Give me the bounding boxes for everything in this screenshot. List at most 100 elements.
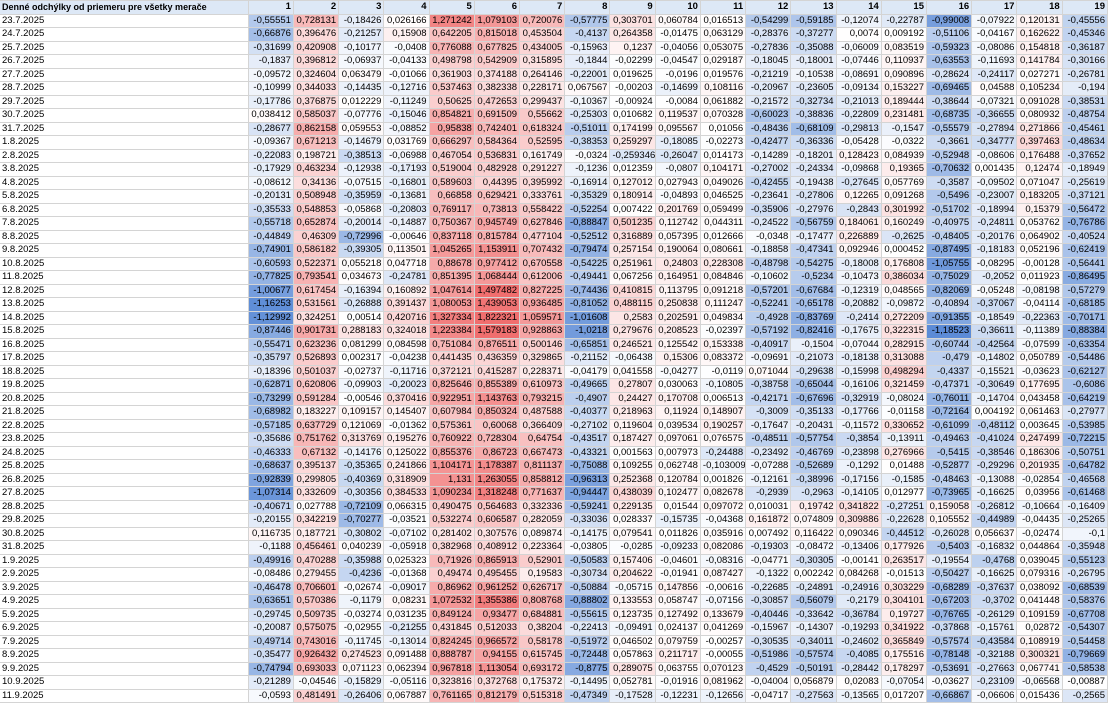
value-cell[interactable]: -0,87446 bbox=[248, 324, 294, 339]
value-cell[interactable]: -0,15521 bbox=[971, 365, 1018, 379]
value-cell[interactable]: 1,104171 bbox=[429, 459, 475, 474]
value-cell[interactable]: 0,012666 bbox=[700, 230, 747, 244]
value-cell[interactable]: -0,41024 bbox=[971, 432, 1018, 447]
value-cell[interactable]: 0,395992 bbox=[519, 176, 566, 190]
date-cell[interactable]: 13.8.2025 bbox=[0, 297, 249, 312]
value-cell[interactable]: 0,02872 bbox=[1016, 621, 1063, 636]
value-cell[interactable]: -0,26406 bbox=[338, 689, 385, 703]
value-cell[interactable]: -0,27645 bbox=[836, 176, 882, 190]
value-cell[interactable]: -0,02474 bbox=[1016, 527, 1063, 541]
value-cell[interactable]: -0,60744 bbox=[926, 338, 973, 352]
date-cell[interactable]: 4.9.2025 bbox=[0, 594, 249, 609]
value-cell[interactable]: -0,13406 bbox=[836, 540, 882, 555]
date-cell[interactable]: 10.9.2025 bbox=[0, 675, 249, 690]
value-cell[interactable]: 0,396476 bbox=[293, 27, 340, 42]
value-cell[interactable]: -0,34777 bbox=[971, 135, 1018, 150]
value-cell[interactable]: -0,18949 bbox=[1062, 162, 1108, 177]
value-cell[interactable]: -0,20014 bbox=[338, 216, 385, 231]
value-cell[interactable]: -0,30305 bbox=[790, 554, 837, 568]
value-cell[interactable]: -0,51106 bbox=[926, 27, 973, 42]
value-cell[interactable]: -0,16394 bbox=[338, 284, 385, 298]
value-cell[interactable]: -0,35329 bbox=[564, 189, 611, 204]
value-cell[interactable]: -0,34011 bbox=[790, 635, 837, 649]
value-cell[interactable]: 0,332336 bbox=[519, 500, 566, 514]
value-cell[interactable]: 0,000452 bbox=[881, 243, 928, 258]
value-cell[interactable]: 0,707432 bbox=[519, 243, 566, 258]
value-cell[interactable]: 0,109157 bbox=[338, 405, 385, 420]
value-cell[interactable]: 0,091218 bbox=[700, 284, 747, 298]
value-cell[interactable]: -0,25303 bbox=[564, 108, 611, 123]
value-cell[interactable]: 0,177926 bbox=[881, 540, 928, 555]
value-cell[interactable]: -1,0218 bbox=[564, 324, 611, 339]
value-cell[interactable]: -0,16832 bbox=[971, 540, 1018, 555]
value-cell[interactable]: 0,007492 bbox=[745, 527, 792, 541]
value-cell[interactable]: 0,043458 bbox=[1016, 392, 1063, 406]
date-cell[interactable]: 27.7.2025 bbox=[0, 68, 249, 82]
value-cell[interactable]: -0,04133 bbox=[383, 54, 430, 69]
value-cell[interactable]: 0,272209 bbox=[881, 311, 928, 325]
value-cell[interactable]: 0,071044 bbox=[745, 365, 792, 379]
value-cell[interactable]: -0,07599 bbox=[1016, 338, 1063, 352]
value-cell[interactable]: -0,10177 bbox=[338, 41, 385, 55]
value-cell[interactable]: -0,35088 bbox=[790, 41, 837, 55]
value-cell[interactable]: 0,183227 bbox=[293, 405, 340, 420]
value-cell[interactable]: -0,55579 bbox=[926, 122, 973, 136]
value-cell[interactable]: -0,21219 bbox=[745, 68, 792, 82]
value-cell[interactable]: -0,44989 bbox=[971, 513, 1018, 528]
value-cell[interactable]: -0,51972 bbox=[564, 635, 611, 649]
value-cell[interactable]: 0,24803 bbox=[655, 257, 701, 271]
value-cell[interactable]: -0,25619 bbox=[1062, 176, 1108, 190]
value-cell[interactable]: -0,35906 bbox=[745, 203, 792, 217]
value-cell[interactable]: 0,342219 bbox=[293, 513, 340, 528]
value-cell[interactable]: -0,03623 bbox=[1016, 365, 1063, 379]
value-cell[interactable]: -0,48511 bbox=[745, 432, 792, 447]
value-cell[interactable]: -0,03805 bbox=[564, 540, 611, 555]
value-cell[interactable]: -0,62419 bbox=[1062, 243, 1108, 258]
value-cell[interactable]: 0,88678 bbox=[429, 257, 475, 271]
value-cell[interactable]: 0,061882 bbox=[700, 95, 747, 109]
value-cell[interactable]: -0,07776 bbox=[338, 108, 385, 123]
value-cell[interactable]: -0,18426 bbox=[338, 14, 385, 28]
value-cell[interactable]: -0,83769 bbox=[790, 311, 837, 325]
value-cell[interactable]: 0,038412 bbox=[248, 108, 294, 123]
column-header-15[interactable]: 15 bbox=[881, 0, 928, 15]
date-cell[interactable]: 8.8.2025 bbox=[0, 230, 249, 244]
value-cell[interactable]: 0,204622 bbox=[609, 567, 656, 582]
value-cell[interactable]: -0,2939 bbox=[745, 486, 792, 501]
value-cell[interactable]: 0,760922 bbox=[429, 432, 475, 447]
value-cell[interactable]: 0,057863 bbox=[609, 648, 656, 663]
value-cell[interactable]: -0,94447 bbox=[564, 486, 611, 501]
value-cell[interactable]: -0,73299 bbox=[248, 392, 294, 406]
value-cell[interactable]: 0,771637 bbox=[519, 486, 566, 501]
date-cell[interactable]: 1.8.2025 bbox=[0, 135, 249, 150]
value-cell[interactable]: 0,059553 bbox=[338, 122, 385, 136]
value-cell[interactable]: -0,4137 bbox=[564, 27, 611, 42]
value-cell[interactable]: -0,1504 bbox=[790, 338, 837, 352]
value-cell[interactable]: 1,579183 bbox=[474, 324, 521, 339]
value-cell[interactable]: 0,94155 bbox=[474, 648, 521, 663]
value-cell[interactable]: -0,6086 bbox=[1062, 378, 1108, 393]
value-cell[interactable]: -0,1292 bbox=[836, 459, 882, 474]
value-cell[interactable]: -0,14176 bbox=[338, 446, 385, 460]
value-cell[interactable]: 0,241866 bbox=[383, 459, 430, 474]
value-cell[interactable]: -0,17766 bbox=[836, 405, 882, 420]
value-cell[interactable]: -0,26888 bbox=[338, 297, 385, 312]
column-header-3[interactable]: 3 bbox=[338, 0, 385, 15]
value-cell[interactable]: 0,049834 bbox=[700, 311, 747, 325]
value-cell[interactable]: -0,44849 bbox=[248, 230, 294, 244]
value-cell[interactable]: -0,62871 bbox=[248, 378, 294, 393]
value-cell[interactable]: 0,091028 bbox=[1016, 95, 1063, 109]
value-cell[interactable]: -0,00055 bbox=[700, 648, 747, 663]
value-cell[interactable]: 0,901731 bbox=[293, 324, 340, 339]
value-cell[interactable]: -0,4768 bbox=[971, 554, 1018, 568]
value-cell[interactable]: 0,070328 bbox=[700, 108, 747, 123]
value-cell[interactable]: 1,143763 bbox=[474, 392, 521, 406]
value-cell[interactable]: -0,59323 bbox=[926, 41, 973, 55]
value-cell[interactable]: 0,55662 bbox=[519, 108, 566, 123]
value-cell[interactable]: -0,11745 bbox=[338, 635, 385, 649]
value-cell[interactable]: -0,48436 bbox=[745, 122, 792, 136]
value-cell[interactable]: -0,48798 bbox=[745, 257, 792, 271]
value-cell[interactable]: 0,264146 bbox=[519, 68, 566, 82]
value-cell[interactable]: -0,00887 bbox=[1062, 675, 1108, 690]
value-cell[interactable]: 0,961252 bbox=[474, 581, 521, 595]
